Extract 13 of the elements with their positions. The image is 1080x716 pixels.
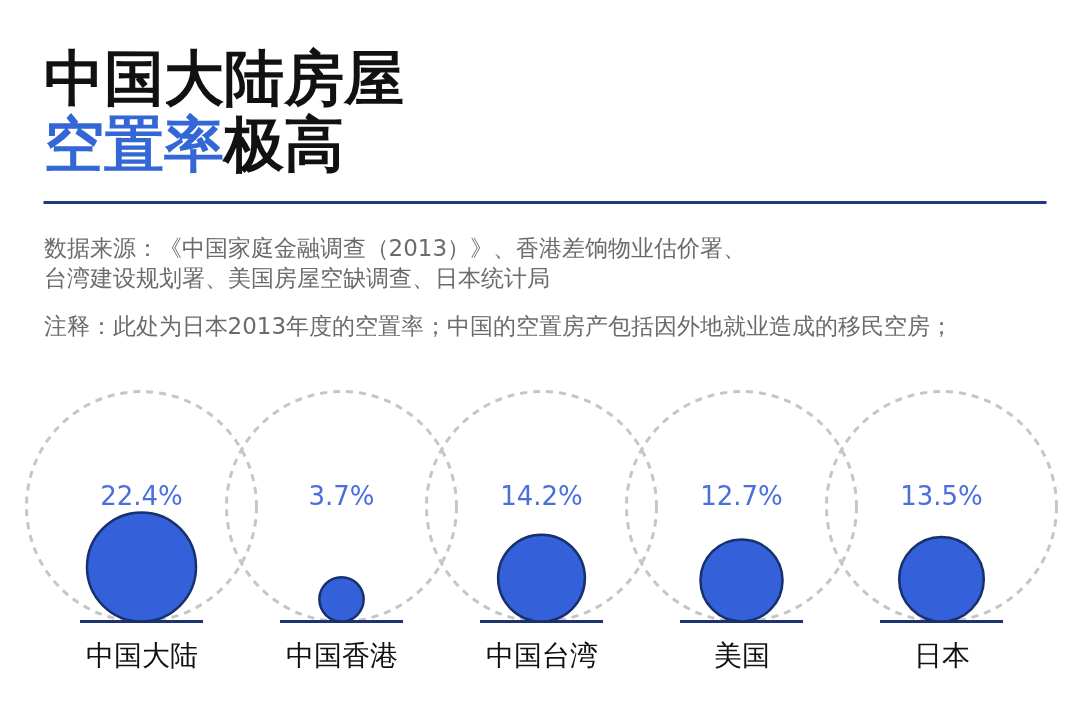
text: 中国大陆房屋空置率极高	[43, 42, 404, 179]
text: 注释：此处为日本2013年度的空置率；中国的空置房产包括因外地就业造成的移民空房；	[43, 312, 954, 339]
data-label: 22.4%	[100, 480, 183, 511]
data-label: 14.2%	[500, 480, 583, 511]
category-label: 日本	[913, 639, 970, 672]
data-label: 3.7%	[308, 480, 375, 511]
category-label: 中国台湾	[485, 639, 598, 672]
category-label: 中国香港	[285, 639, 398, 672]
data-label: 13.5%	[900, 480, 983, 511]
category-label: 美国	[713, 639, 770, 672]
category-label: 中国大陆	[85, 639, 198, 672]
source-note: 数据来源：《中国家庭金融调查（2013）》、香港差饷物业估价署、台湾建设规划署、美国房屋空缺调查、日本统计局	[43, 234, 747, 291]
data-label: 12.7%	[700, 480, 783, 511]
